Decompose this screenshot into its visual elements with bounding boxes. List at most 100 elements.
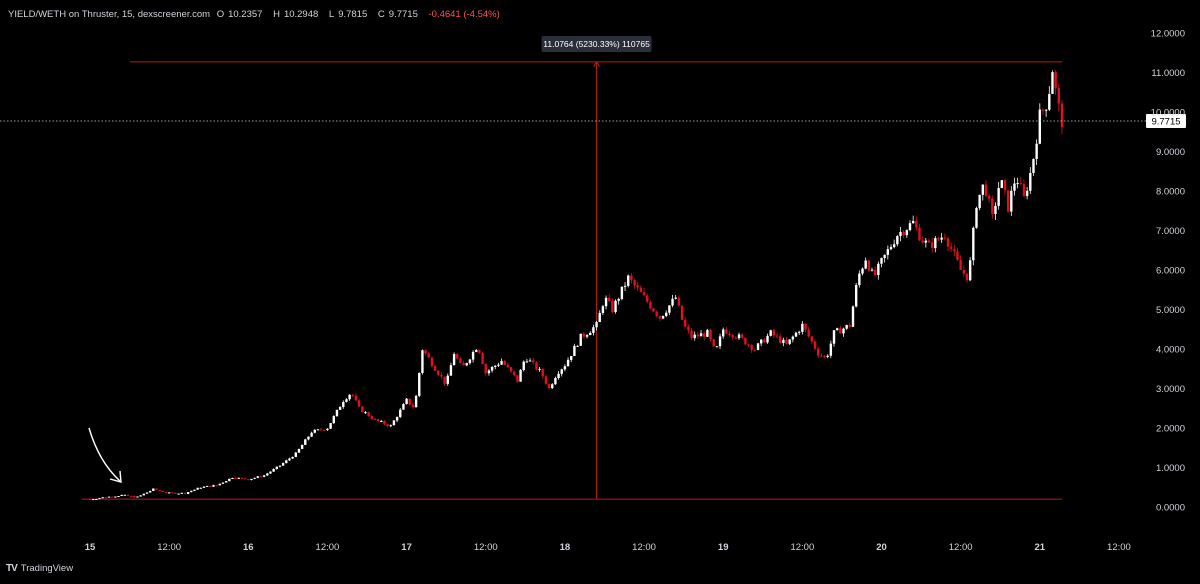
candle-up xyxy=(756,343,760,350)
candle-up xyxy=(465,363,468,366)
x-tick-label: 12:00 xyxy=(1107,542,1131,553)
time-axis[interactable]: 15 12:00 16 12:00 17 12:00 18 12:00 19 12:00 20 12:… xyxy=(85,542,1131,553)
y-tick-label: 11.0000 xyxy=(1151,68,1185,79)
candle-down xyxy=(234,477,237,479)
candle-up xyxy=(231,477,234,479)
candle-up xyxy=(706,329,709,337)
candle-down xyxy=(247,479,250,481)
candle-down xyxy=(433,366,437,371)
candle-up xyxy=(892,244,896,248)
candle-up xyxy=(497,364,500,366)
candle-down xyxy=(547,383,551,389)
candle-up xyxy=(718,336,722,347)
candle-up xyxy=(668,305,671,313)
candle-up xyxy=(139,495,142,497)
y-tick-label: 2.0000 xyxy=(1156,424,1185,435)
candle-down xyxy=(174,492,177,494)
candle-up xyxy=(253,477,256,479)
candle-up xyxy=(861,268,864,274)
candle-down xyxy=(357,400,361,407)
candle-down xyxy=(959,259,962,270)
candle-down xyxy=(753,349,757,351)
candle-up xyxy=(563,366,567,370)
candle-up xyxy=(278,465,282,467)
candle-down xyxy=(161,490,165,493)
candle-up xyxy=(329,423,332,429)
candle-up xyxy=(294,452,297,457)
candle-up xyxy=(142,493,146,496)
candle-down xyxy=(354,395,358,401)
candle-down xyxy=(946,238,950,247)
candle-up xyxy=(788,339,791,344)
legend-high-label: H xyxy=(273,9,280,20)
candle-down xyxy=(630,275,633,281)
candle-up xyxy=(617,298,620,301)
candle-up xyxy=(880,258,883,264)
candle-up xyxy=(525,361,529,363)
candle-down xyxy=(351,394,354,396)
candle-up xyxy=(934,238,937,249)
candle-up xyxy=(91,499,95,501)
candle-up xyxy=(899,231,902,237)
candle-up xyxy=(1016,183,1019,185)
candle-up xyxy=(221,482,225,484)
candle-up xyxy=(167,492,171,494)
candle-down xyxy=(813,341,817,349)
candle-up xyxy=(832,330,836,344)
candle-down xyxy=(608,297,611,301)
candle-up xyxy=(566,359,570,367)
candle-up xyxy=(114,496,117,498)
candle-up xyxy=(854,285,858,307)
candle-up xyxy=(205,485,209,487)
candle-down xyxy=(424,350,427,354)
last-price-badge xyxy=(1146,114,1186,129)
candle-down xyxy=(383,420,386,425)
candle-up xyxy=(791,336,795,340)
candle-up xyxy=(674,297,677,299)
candle-down xyxy=(956,251,959,260)
candle-up xyxy=(266,473,269,476)
candle-up xyxy=(623,285,627,287)
candle-down xyxy=(712,339,715,347)
candle-down xyxy=(696,334,700,337)
candle-down xyxy=(183,492,187,494)
candle-down xyxy=(902,231,905,236)
candle-down xyxy=(867,260,871,271)
last-price-label: 9.7715 xyxy=(1151,117,1180,128)
candle-down xyxy=(323,429,326,431)
candle-up xyxy=(237,477,241,479)
candle-down xyxy=(1019,183,1023,185)
candle-up xyxy=(304,439,307,445)
y-tick-label: 12.0000 xyxy=(1151,29,1185,40)
candle-down xyxy=(984,184,988,196)
price-axis[interactable]: 0.0000 1.0000 2.0000 3.0000 4.0000 5.0000 6.00… xyxy=(1151,29,1185,514)
candle-down xyxy=(462,363,465,366)
candle-down xyxy=(361,406,364,413)
candle-up xyxy=(722,329,725,337)
x-tick-label: 12:00 xyxy=(316,542,340,553)
candle-up xyxy=(389,425,392,427)
candle-up xyxy=(782,339,785,343)
y-tick-label: 9.0000 xyxy=(1156,147,1185,158)
candle-down xyxy=(987,195,991,199)
candle-down xyxy=(921,240,924,243)
brand-label: TradingView xyxy=(20,563,74,574)
candle-up xyxy=(557,373,560,379)
candle-up xyxy=(95,498,98,500)
candle-up xyxy=(826,355,829,357)
candle-up xyxy=(576,345,579,347)
candle-down xyxy=(611,300,614,313)
legend-high: 10.2948 xyxy=(283,9,319,20)
candle-up xyxy=(342,401,345,407)
candle-up xyxy=(101,497,104,499)
candle-up xyxy=(281,463,285,466)
candle-down xyxy=(110,496,114,498)
candle-down xyxy=(1060,103,1064,128)
candle-down xyxy=(810,336,814,342)
tradingview-branding[interactable]: TV TradingView xyxy=(6,563,73,574)
y-tick-label: 6.0000 xyxy=(1156,266,1185,277)
candle-down xyxy=(509,367,513,372)
candle-up xyxy=(468,359,472,364)
